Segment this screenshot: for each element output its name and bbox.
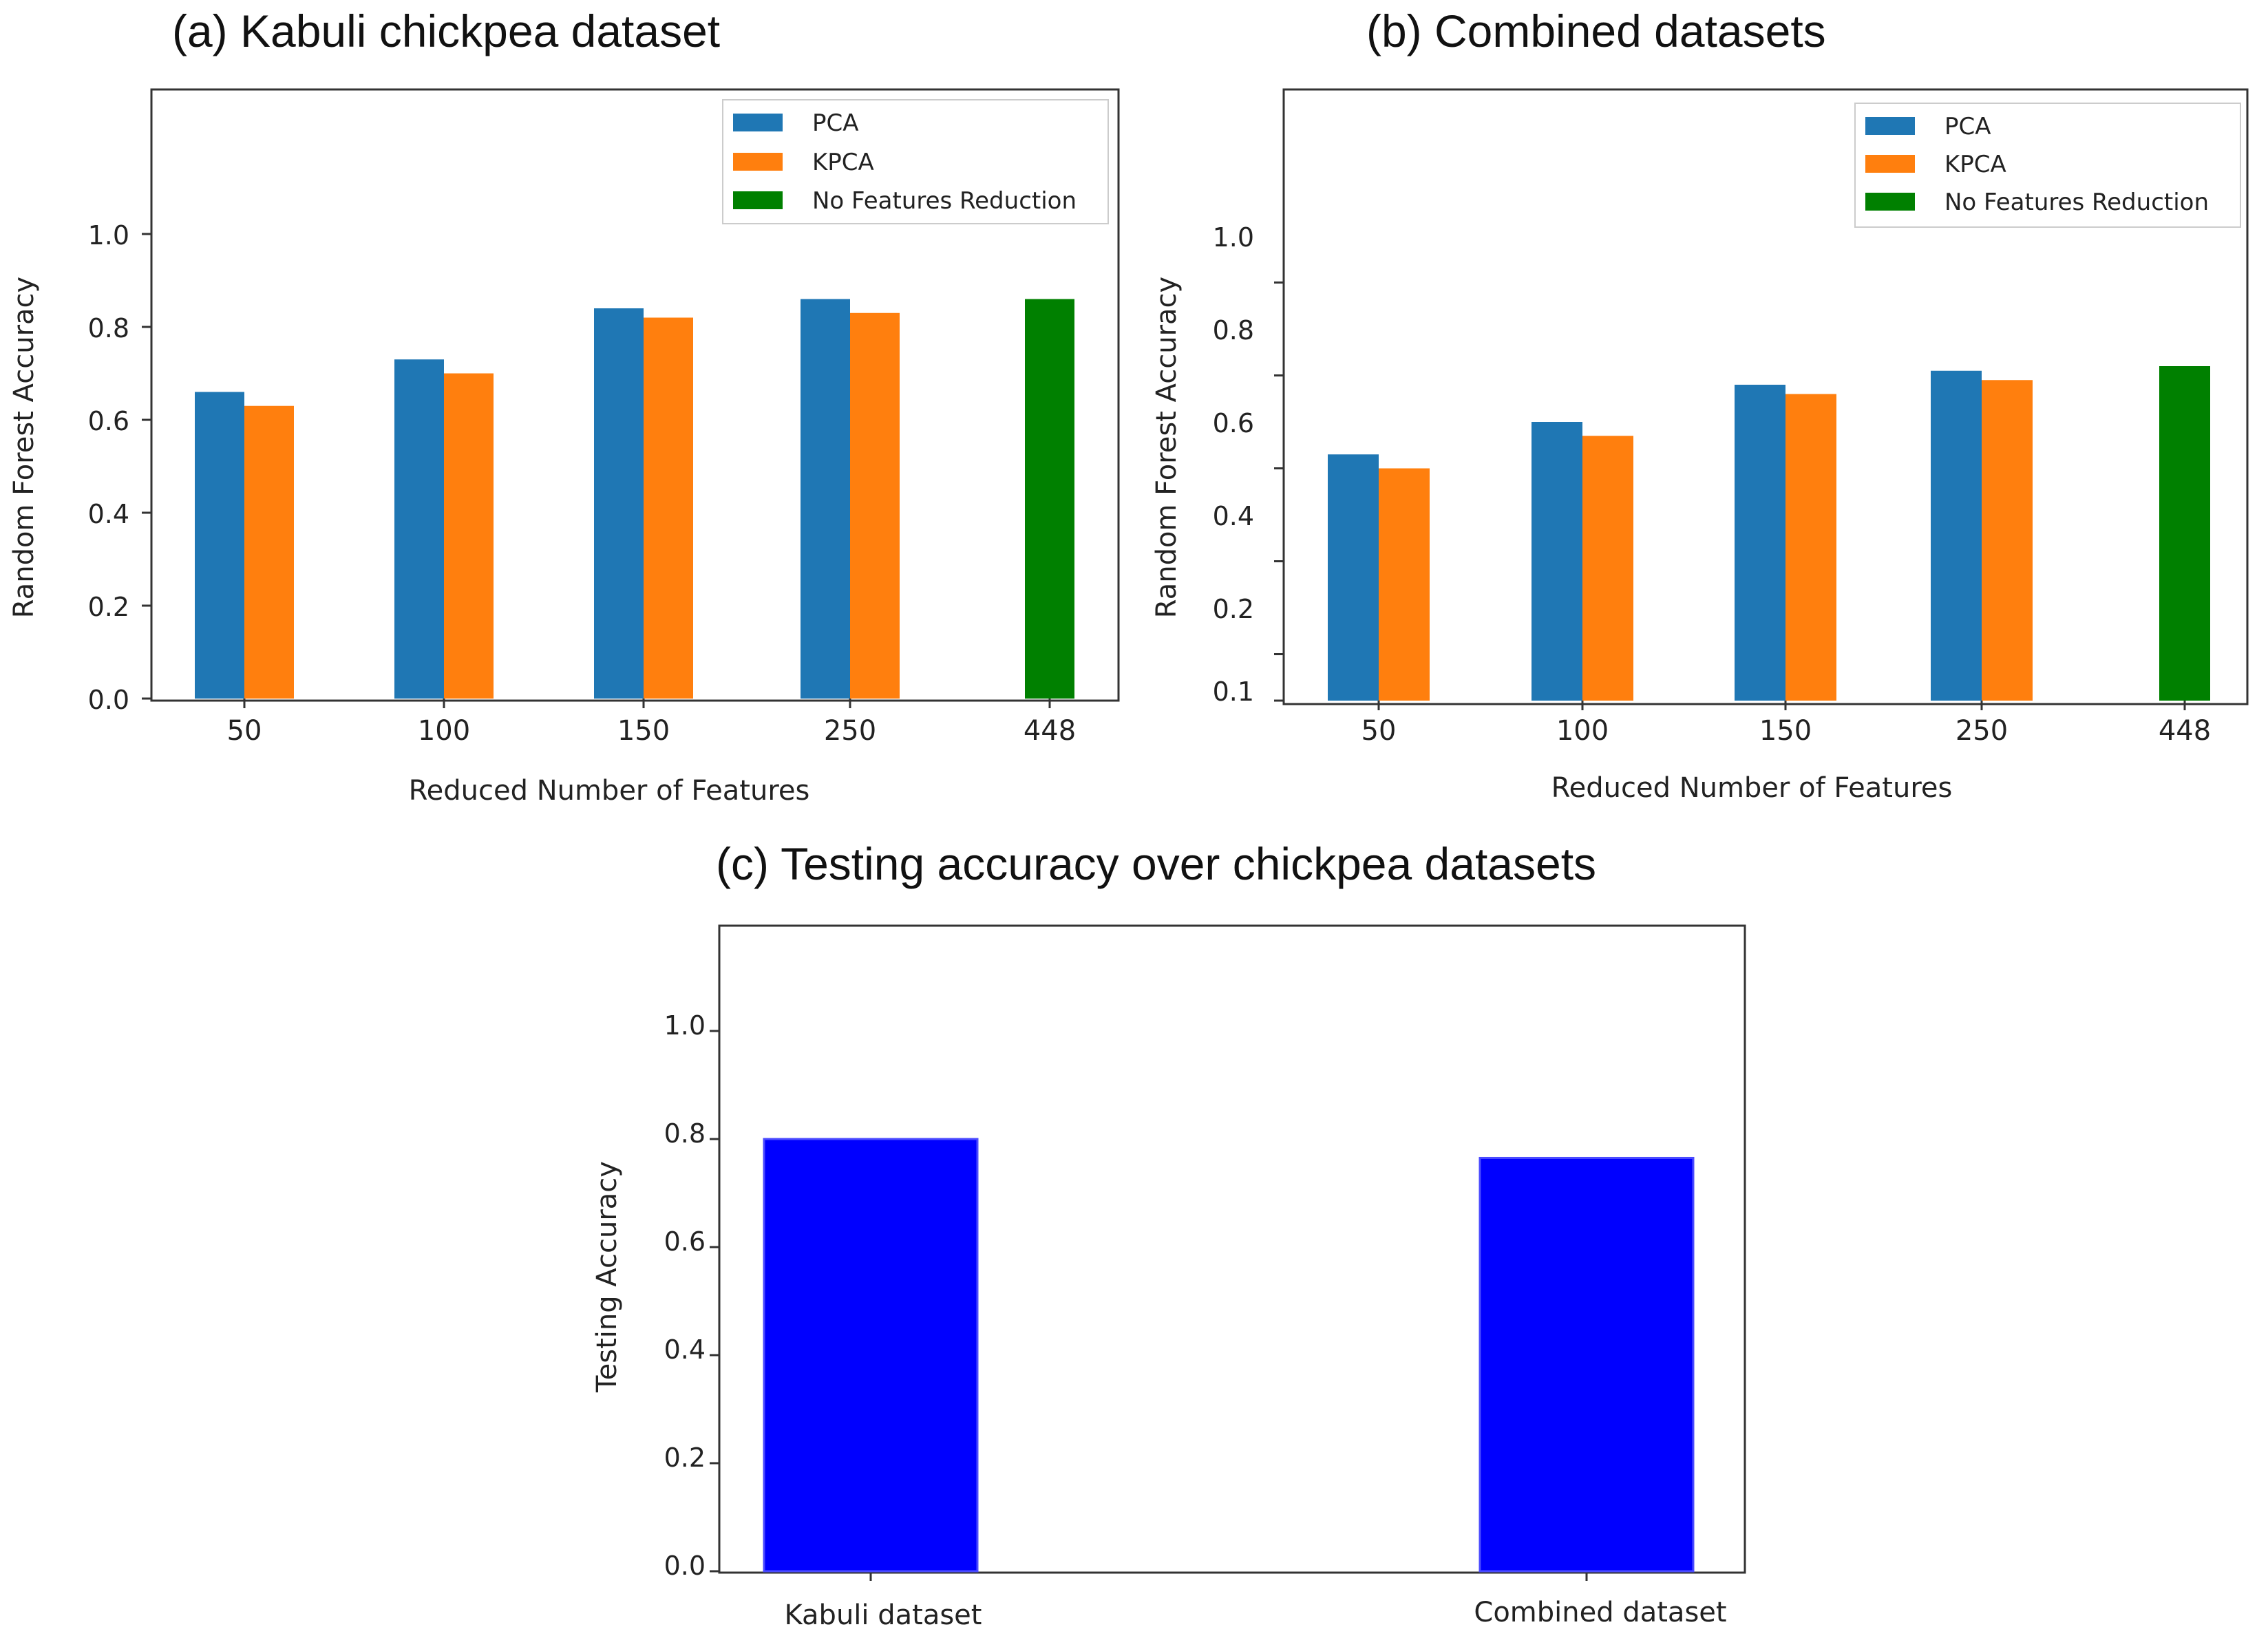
chart-a-bar-pca-250 [801,299,850,699]
chart-a-xlabel: Reduced Number of Features [409,775,810,807]
chart-c-xtick-labels: Kabuli dataset Combined dataset [785,1597,1727,1631]
chart-b-yticks [1274,281,2186,710]
chart-b-legend-label-pca: PCA [1944,113,1991,140]
chart-c-bars [763,1138,1695,1573]
chart-b-bars [1328,366,2210,701]
chart-c-yticks [710,1030,1588,1581]
chart-b-bar-no-features-reduction-448 [2159,366,2210,701]
chart-a-bar-kpca-150 [644,317,693,699]
chart-c-ytick-label: 0.0 [664,1551,706,1581]
chart-a: (a) Kabuli chickpea dataset 0.0 0.2 0.4 … [8,6,1120,807]
chart-a-legend-swatch-pca [733,114,783,131]
chart-a-legend-label-kpca: KPCA [812,149,874,176]
chart-b-xtick-labels: 50 100 150 250 448 [1361,715,2212,747]
chart-b-plot-frame [1282,88,2249,705]
chart-c-xtick-label: Kabuli dataset [785,1599,982,1631]
chart-a-bar-kpca-50 [244,405,294,699]
chart-c-ytick-label: 1.0 [664,1010,706,1041]
chart-a-legend: PCA KPCA No Features Reduction [722,99,1109,224]
chart-a-ytick-labels: 0.0 0.2 0.4 0.6 0.8 1.0 [88,220,129,715]
chart-c-ytick-label: 0.4 [664,1334,706,1365]
chart-b-ytick-label: 0.2 [1213,594,1254,624]
chart-b-bar-kpca-100 [1582,436,1633,701]
chart-b-xtick-label: 100 [1556,715,1609,747]
chart-a-legend-swatch-kpca [733,153,783,171]
chart-a-xtick-label: 150 [617,715,670,747]
chart-b-bar-pca-250 [1931,370,1982,701]
chart-a-bar-pca-150 [594,308,644,699]
chart-a-legend-swatch-nfr [733,191,783,209]
chart-a-ytick-label: 0.6 [88,406,129,436]
chart-b-bar-kpca-50 [1379,468,1430,701]
chart-b-ytick-label: 0.1 [1213,677,1254,707]
chart-a-xtick-label: 100 [418,715,470,747]
chart-b-legend-label-nfr: No Features Reduction [1944,189,2209,216]
chart-a-ytick-label: 0.2 [88,592,129,622]
chart-a-ytick-label: 0.8 [88,313,129,343]
chart-c-ytick-label: 0.2 [664,1443,706,1473]
chart-a-xtick-labels: 50 100 150 250 448 [227,715,1077,747]
chart-b-ylabel: Random Forest Accuracy [1151,277,1183,618]
chart-b-legend-swatch-nfr [1865,193,1915,211]
chart-b-xtick-label: 50 [1361,715,1397,747]
chart-c-plot-frame [718,924,1746,1574]
chart-b-xlabel: Reduced Number of Features [1551,772,1953,804]
chart-a-bar-pca-50 [195,392,244,699]
chart-b-legend-swatch-kpca [1865,155,1915,173]
chart-a-legend-box [722,99,1109,224]
chart-a-bars [195,299,1074,699]
chart-c-bar-testing-accuracy-kabuli-dataset [763,1138,979,1573]
chart-c-ytick-labels: 0.0 0.2 0.4 0.6 0.8 1.0 [664,1010,706,1581]
chart-b-ytick-label: 1.0 [1213,222,1254,253]
chart-b-xtick-label: 150 [1759,715,1812,747]
chart-a-title: (a) Kabuli chickpea dataset [172,6,720,56]
chart-b-ytick-label: 0.8 [1213,315,1254,345]
chart-a-bar-kpca-250 [850,312,900,699]
chart-b: (b) Combined datasets 0.1 0.2 0.4 0.6 0.… [1151,6,2249,804]
chart-b-bar-pca-150 [1735,385,1785,701]
chart-b-title: (b) Combined datasets [1366,6,1826,56]
chart-a-ytick-label: 0.0 [88,685,129,715]
chart-b-bar-kpca-150 [1785,394,1836,701]
chart-c-title: (c) Testing accuracy over chickpea datas… [716,838,1596,889]
chart-c-bar-testing-accuracy-combined-dataset [1479,1156,1695,1573]
chart-a-xtick-label: 448 [1024,715,1076,747]
chart-a-bar-no-features-reduction-448 [1025,299,1074,699]
chart-b-legend-box [1854,103,2241,228]
chart-b-legend-label-kpca: KPCA [1944,151,2006,178]
chart-c-ylabel: Testing Accuracy [591,1161,623,1393]
chart-a-yticks [142,233,1051,708]
chart-a-bar-kpca-100 [444,373,494,699]
chart-b-bar-pca-50 [1328,454,1379,701]
chart-a-legend-label-pca: PCA [812,109,859,137]
chart-b-bar-pca-100 [1532,422,1582,701]
chart-c-xtick-label: Combined dataset [1474,1597,1726,1628]
chart-a-plot-frame [150,88,1120,702]
chart-c-ytick-label: 0.8 [664,1118,706,1149]
chart-b-ytick-label: 0.4 [1213,501,1254,531]
chart-b-legend-swatch-pca [1865,117,1915,135]
chart-b-xtick-label: 250 [1956,715,2008,747]
chart-a-ytick-label: 1.0 [88,220,129,251]
chart-c-ytick-label: 0.6 [664,1226,706,1257]
chart-b-ytick-labels: 0.1 0.2 0.4 0.6 0.8 1.0 [1213,222,1254,707]
chart-b-ytick-label: 0.6 [1213,408,1254,438]
chart-a-ylabel: Random Forest Accuracy [8,277,40,618]
chart-c: (c) Testing accuracy over chickpea datas… [591,838,1746,1631]
chart-a-ytick-label: 0.4 [88,499,129,529]
chart-b-xtick-label: 448 [2159,715,2211,747]
chart-b-bar-kpca-250 [1982,380,2033,701]
chart-a-xtick-label: 50 [227,715,262,747]
chart-a-legend-label-nfr: No Features Reduction [812,187,1077,215]
chart-b-legend: PCA KPCA No Features Reduction [1854,103,2241,228]
chart-a-bar-pca-100 [394,359,444,699]
chart-a-xtick-label: 250 [824,715,876,747]
